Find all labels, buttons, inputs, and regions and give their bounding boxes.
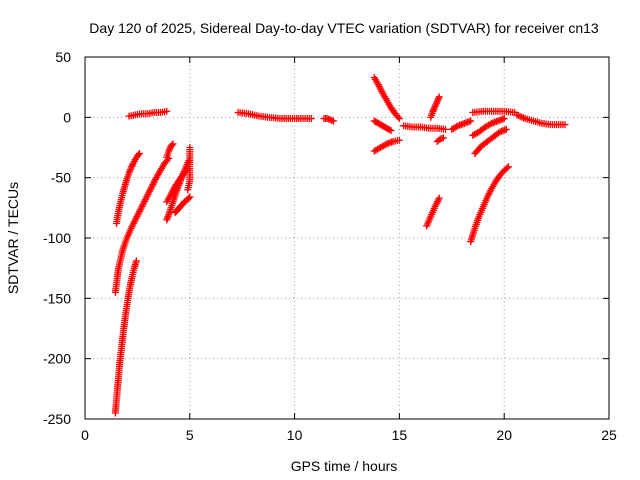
data-point [500, 115, 508, 123]
data-point [467, 117, 475, 125]
data-point [307, 115, 315, 123]
data-point [132, 257, 140, 265]
series-arc-17 [423, 194, 443, 230]
series-arc-3 [111, 257, 140, 417]
series-arc-21 [467, 163, 512, 246]
data-point [387, 127, 395, 135]
series-arc-15 [400, 122, 450, 133]
data-point [128, 162, 136, 170]
data-point [513, 111, 521, 119]
data-point [126, 167, 134, 175]
data-point [135, 150, 143, 158]
series-arc-2 [111, 154, 173, 296]
data-point [169, 140, 177, 148]
data-point [185, 194, 193, 202]
series-arc-18 [433, 134, 447, 145]
data-point [329, 117, 337, 125]
series-arc-1 [112, 150, 143, 228]
data-point [442, 125, 450, 133]
data-point [430, 106, 438, 114]
series-arc-24 [513, 111, 569, 129]
series-arc-19 [448, 117, 475, 133]
y-tick-label: 0 [63, 109, 71, 125]
data-point [514, 112, 522, 120]
data-point [435, 94, 443, 102]
series-arc-10 [234, 109, 315, 123]
data-point [434, 96, 442, 104]
data-point [163, 107, 171, 115]
data-point [394, 113, 402, 121]
data-point [430, 104, 438, 112]
data-point [134, 151, 142, 159]
data-point [502, 125, 510, 133]
data-point [519, 114, 527, 122]
series-arc-7 [163, 140, 177, 161]
data-point [166, 146, 174, 154]
x-tick-label: 0 [81, 427, 89, 443]
data-point [431, 102, 439, 110]
y-tick-label: -150 [43, 290, 71, 306]
y-tick-label: -200 [43, 351, 71, 367]
data-point [381, 141, 389, 149]
series-arc-20 [469, 115, 508, 139]
data-point [433, 98, 441, 106]
series-arc-12 [370, 74, 403, 123]
data-point [126, 166, 134, 174]
data-point [435, 194, 443, 202]
data-point [486, 120, 494, 128]
x-tick-label: 25 [601, 427, 617, 443]
x-tick-label: 10 [287, 427, 303, 443]
data-point [186, 193, 194, 201]
axis-ticks: 0 5 10 15 20 25 -250 -200 -150 -100 -50 0 50 [43, 49, 617, 443]
y-axis-label: SDTVAR / TECUs [5, 182, 21, 294]
data-point [168, 141, 176, 149]
series-arc-4 [125, 107, 171, 120]
y-tick-label: -100 [43, 230, 71, 246]
data-point [386, 126, 394, 134]
data-point [435, 93, 443, 101]
y-tick-label: -50 [51, 170, 71, 186]
data-point [518, 113, 526, 121]
series-arc-16 [427, 93, 443, 121]
data-point [432, 99, 440, 107]
data-points [111, 74, 569, 417]
x-tick-label: 15 [392, 427, 408, 443]
series-arc-14 [370, 136, 403, 155]
data-point [561, 121, 569, 129]
x-tick-label: 5 [186, 427, 194, 443]
y-tick-label: -250 [43, 411, 71, 427]
series-arc-8 [171, 193, 194, 217]
plot-frame [84, 56, 610, 420]
y-tick-label: 50 [55, 49, 71, 65]
data-point [439, 134, 447, 142]
data-point [516, 112, 524, 120]
data-point [395, 115, 403, 123]
data-point [503, 164, 511, 172]
data-point [432, 101, 440, 109]
data-point [127, 164, 135, 172]
data-point [395, 136, 403, 144]
data-point [125, 169, 133, 177]
data-point [504, 163, 512, 171]
data-point [165, 147, 173, 155]
data-point [186, 144, 194, 151]
series-arc-9 [184, 144, 194, 194]
x-axis-label: GPS time / hours [291, 458, 398, 474]
data-point [429, 107, 437, 115]
x-tick-label: 20 [496, 427, 512, 443]
series-arc-22 [471, 125, 510, 158]
data-point [453, 123, 461, 131]
series-arc-23 [469, 107, 519, 117]
series-arc-13 [370, 117, 395, 135]
series-arc-11 [320, 115, 337, 125]
chart-title: Day 120 of 2025, Sidereal Day-to-day VTE… [89, 20, 599, 36]
